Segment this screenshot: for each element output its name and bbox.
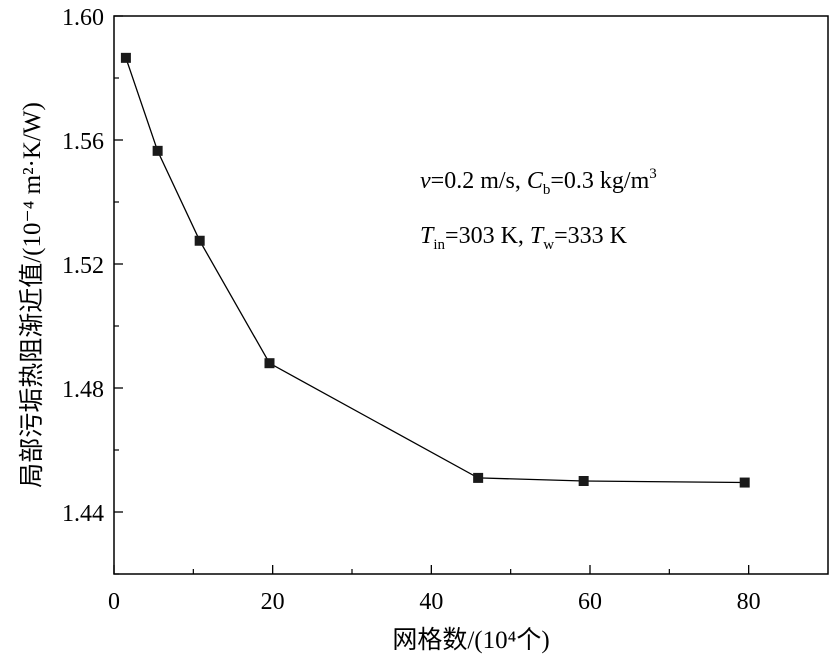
x-tick-label: 40 <box>419 589 443 615</box>
data-point <box>194 235 205 246</box>
y-tick-label: 1.60 <box>62 5 104 31</box>
y-tick-label: 1.52 <box>62 253 104 279</box>
plot-frame <box>113 15 829 575</box>
x-axis-ticks: 0 20 40 60 80 <box>108 565 761 615</box>
x-axis-title: 网格数/(10⁴个) <box>392 626 549 654</box>
series-line <box>125 57 745 484</box>
x-tick-label: 0 <box>108 589 120 615</box>
y-tick-label: 1.56 <box>62 129 104 155</box>
data-point <box>264 358 275 369</box>
y-tick-label: 1.48 <box>62 377 104 403</box>
y-tick-label: 1.44 <box>62 501 104 527</box>
y-axis-title: 局部污垢热阻渐近值/(10⁻⁴ m²·K/W) <box>18 102 46 488</box>
x-tick-label: 60 <box>578 589 602 615</box>
data-point <box>578 476 589 486</box>
x-tick-label: 20 <box>261 589 285 615</box>
x-tick-label: 80 <box>737 589 761 615</box>
annotation-velocity-concentration: v=0.2 m/s, Cb=0.3 kg/m3 <box>420 166 657 198</box>
data-point <box>120 52 131 63</box>
annotation-temperatures: Tin=303 K, Tw=333 K <box>420 223 628 253</box>
data-point <box>152 145 163 156</box>
data-point <box>473 472 484 483</box>
y-axis-ticks: 1.44 1.48 1.52 1.56 1.60 <box>62 5 123 575</box>
data-point <box>739 477 750 488</box>
data-points <box>120 52 750 488</box>
